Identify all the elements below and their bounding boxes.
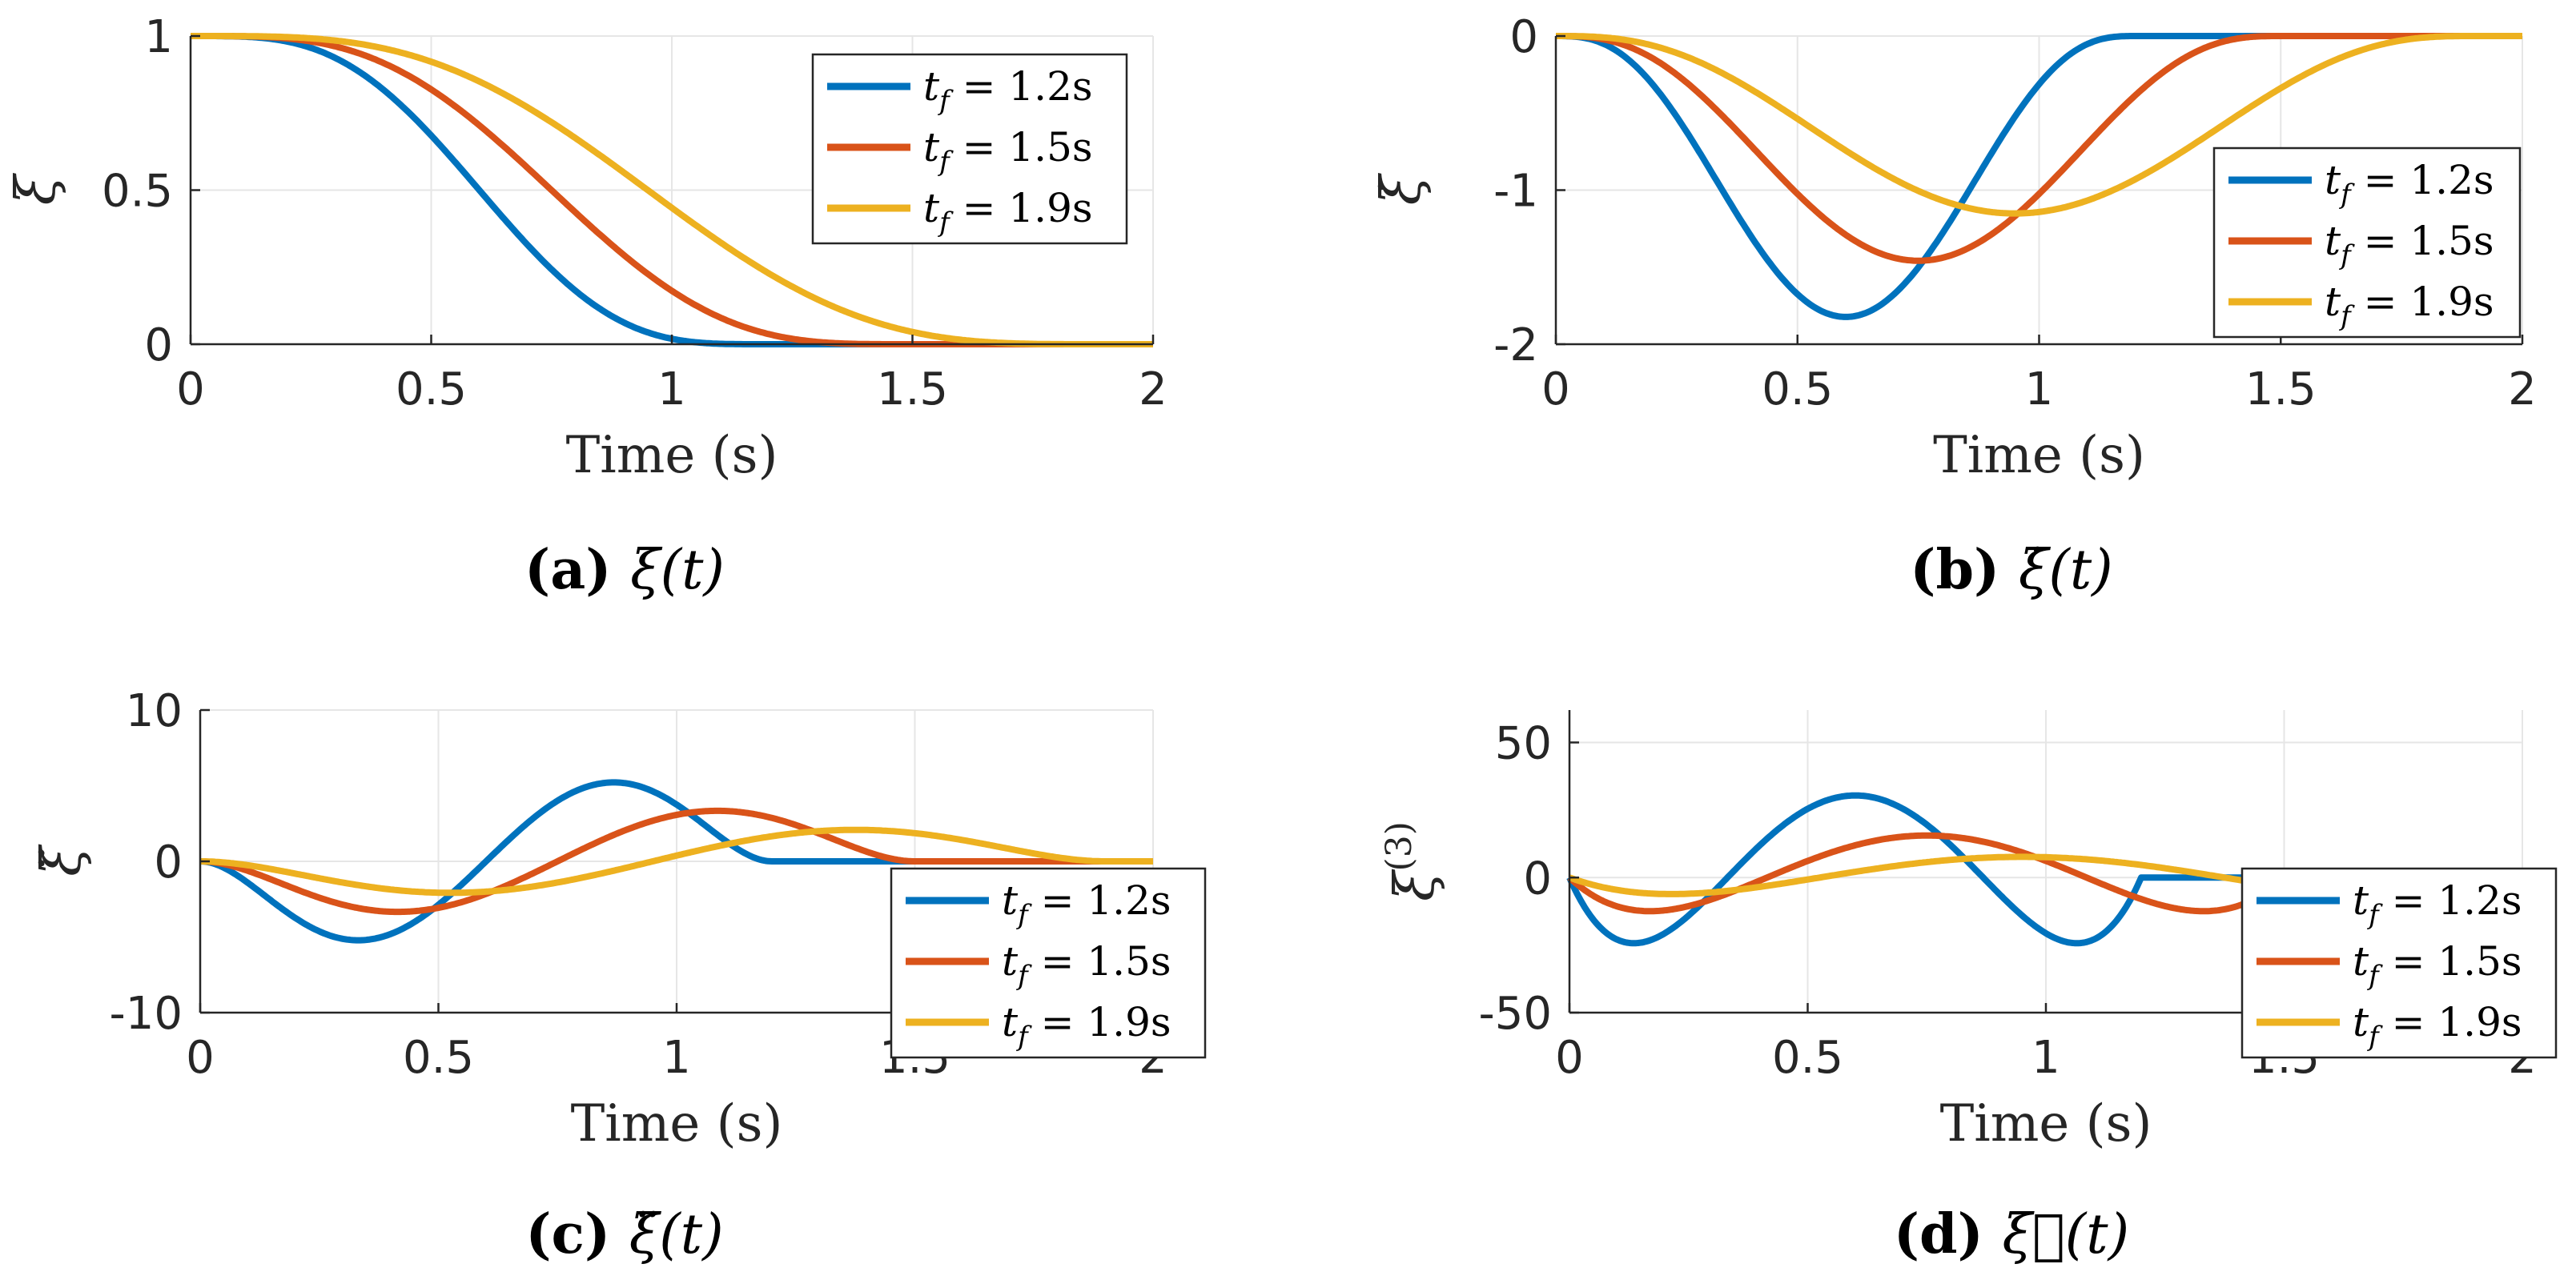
series-line-2-b [1554,33,2524,264]
legend-d: tf = 1.2s tf = 1.5s tf = 1.9s [2240,867,2558,1059]
x-tick-label: 1 [657,363,686,415]
y-tick-label: 10 [126,685,183,737]
y-tick-label: 0 [154,837,183,889]
chart-a: 0 0.5 1 1.5 2 0 0.5 1 Time (s) ξ tf = 1.2s tf = 1.5… [5,11,1167,602]
legend-entry-3: tf = 1.9s [2325,279,2494,332]
legend-c: tf = 1.2s tf = 1.5s tf = 1.9s [890,867,1207,1059]
legend-entry-3: tf = 1.9s [923,185,1093,239]
x-tick-label: 1.5 [877,363,948,415]
x-tick-label: 0 [1555,1032,1584,1084]
x-tick-label: 0 [186,1032,215,1084]
y-tick-label: -50 [1479,988,1552,1040]
y-tick-label: 1 [144,11,173,63]
y-axis-label: ξ̇ [1370,172,1433,205]
y-axis-label: ξ(3) [1379,821,1447,901]
legend-entry-2: tf = 1.5s [923,124,1093,178]
caption-c: (c) ξ̈(t) [525,1202,723,1266]
x-tick-label: 0.5 [403,1032,474,1084]
x-tick-label: 0.5 [396,363,467,415]
x-tick-label: 2 [2508,363,2537,415]
y-tick-label: 0 [1523,853,1552,905]
x-tick-label: 0 [1541,363,1570,415]
series-line-3-b [1554,33,2524,217]
y-tick-label: 0.5 [102,166,173,218]
x-tick-label: 1.5 [2245,363,2317,415]
y-axis-label: ξ [5,172,68,205]
legend-entry-1: tf = 1.2s [2353,877,2522,931]
y-tick-label: 0 [144,319,173,371]
x-tick-label: 0.5 [1772,1032,1843,1084]
caption-d: (d) ξ⃛(t) [1894,1202,2129,1266]
legend-entry-1: tf = 1.2s [1002,877,1171,931]
legend-entry-3: tf = 1.9s [1002,999,1171,1053]
x-tick-label: 2 [1139,363,1167,415]
legend-entry-1: tf = 1.2s [923,63,1093,117]
y-tick-label: 0 [1509,11,1538,63]
legend-entry-3: tf = 1.9s [2353,999,2522,1053]
x-tick-label: 1 [662,1032,691,1084]
y-axis-label: ξ̈ [30,844,94,877]
y-tick-label: 50 [1495,718,1552,770]
legend-a: tf = 1.2s tf = 1.5s tf = 1.9s [811,53,1128,245]
x-tick-label: 1 [2025,363,2054,415]
series-line-3-c [199,826,1155,897]
legend-entry-2: tf = 1.5s [2353,938,2522,992]
x-tick-label: 0.5 [1762,363,1833,415]
x-axis-label: Time (s) [1933,426,2145,485]
legend-entry-2: tf = 1.5s [2325,218,2494,271]
caption-b: (b) ξ̇(t) [1910,538,2112,602]
x-axis-label: Time (s) [1940,1094,2152,1154]
legend-entry-1: tf = 1.2s [2325,157,2494,211]
y-tick-label: -10 [110,988,183,1040]
legend-entry-2: tf = 1.5s [1002,938,1171,992]
x-tick-label: 0 [176,363,205,415]
x-axis-label: Time (s) [571,1094,783,1154]
x-axis-label: Time (s) [566,426,778,485]
series-line-2-c [199,807,1155,916]
legend-b: tf = 1.2s tf = 1.5s tf = 1.9s [2212,146,2522,339]
series-line-3-a [189,33,1155,347]
caption-a: (a) ξ(t) [524,538,725,602]
y-tick-label: -2 [1493,319,1538,371]
y-tick-label: -1 [1493,166,1538,218]
x-tick-label: 1 [2031,1032,2060,1084]
